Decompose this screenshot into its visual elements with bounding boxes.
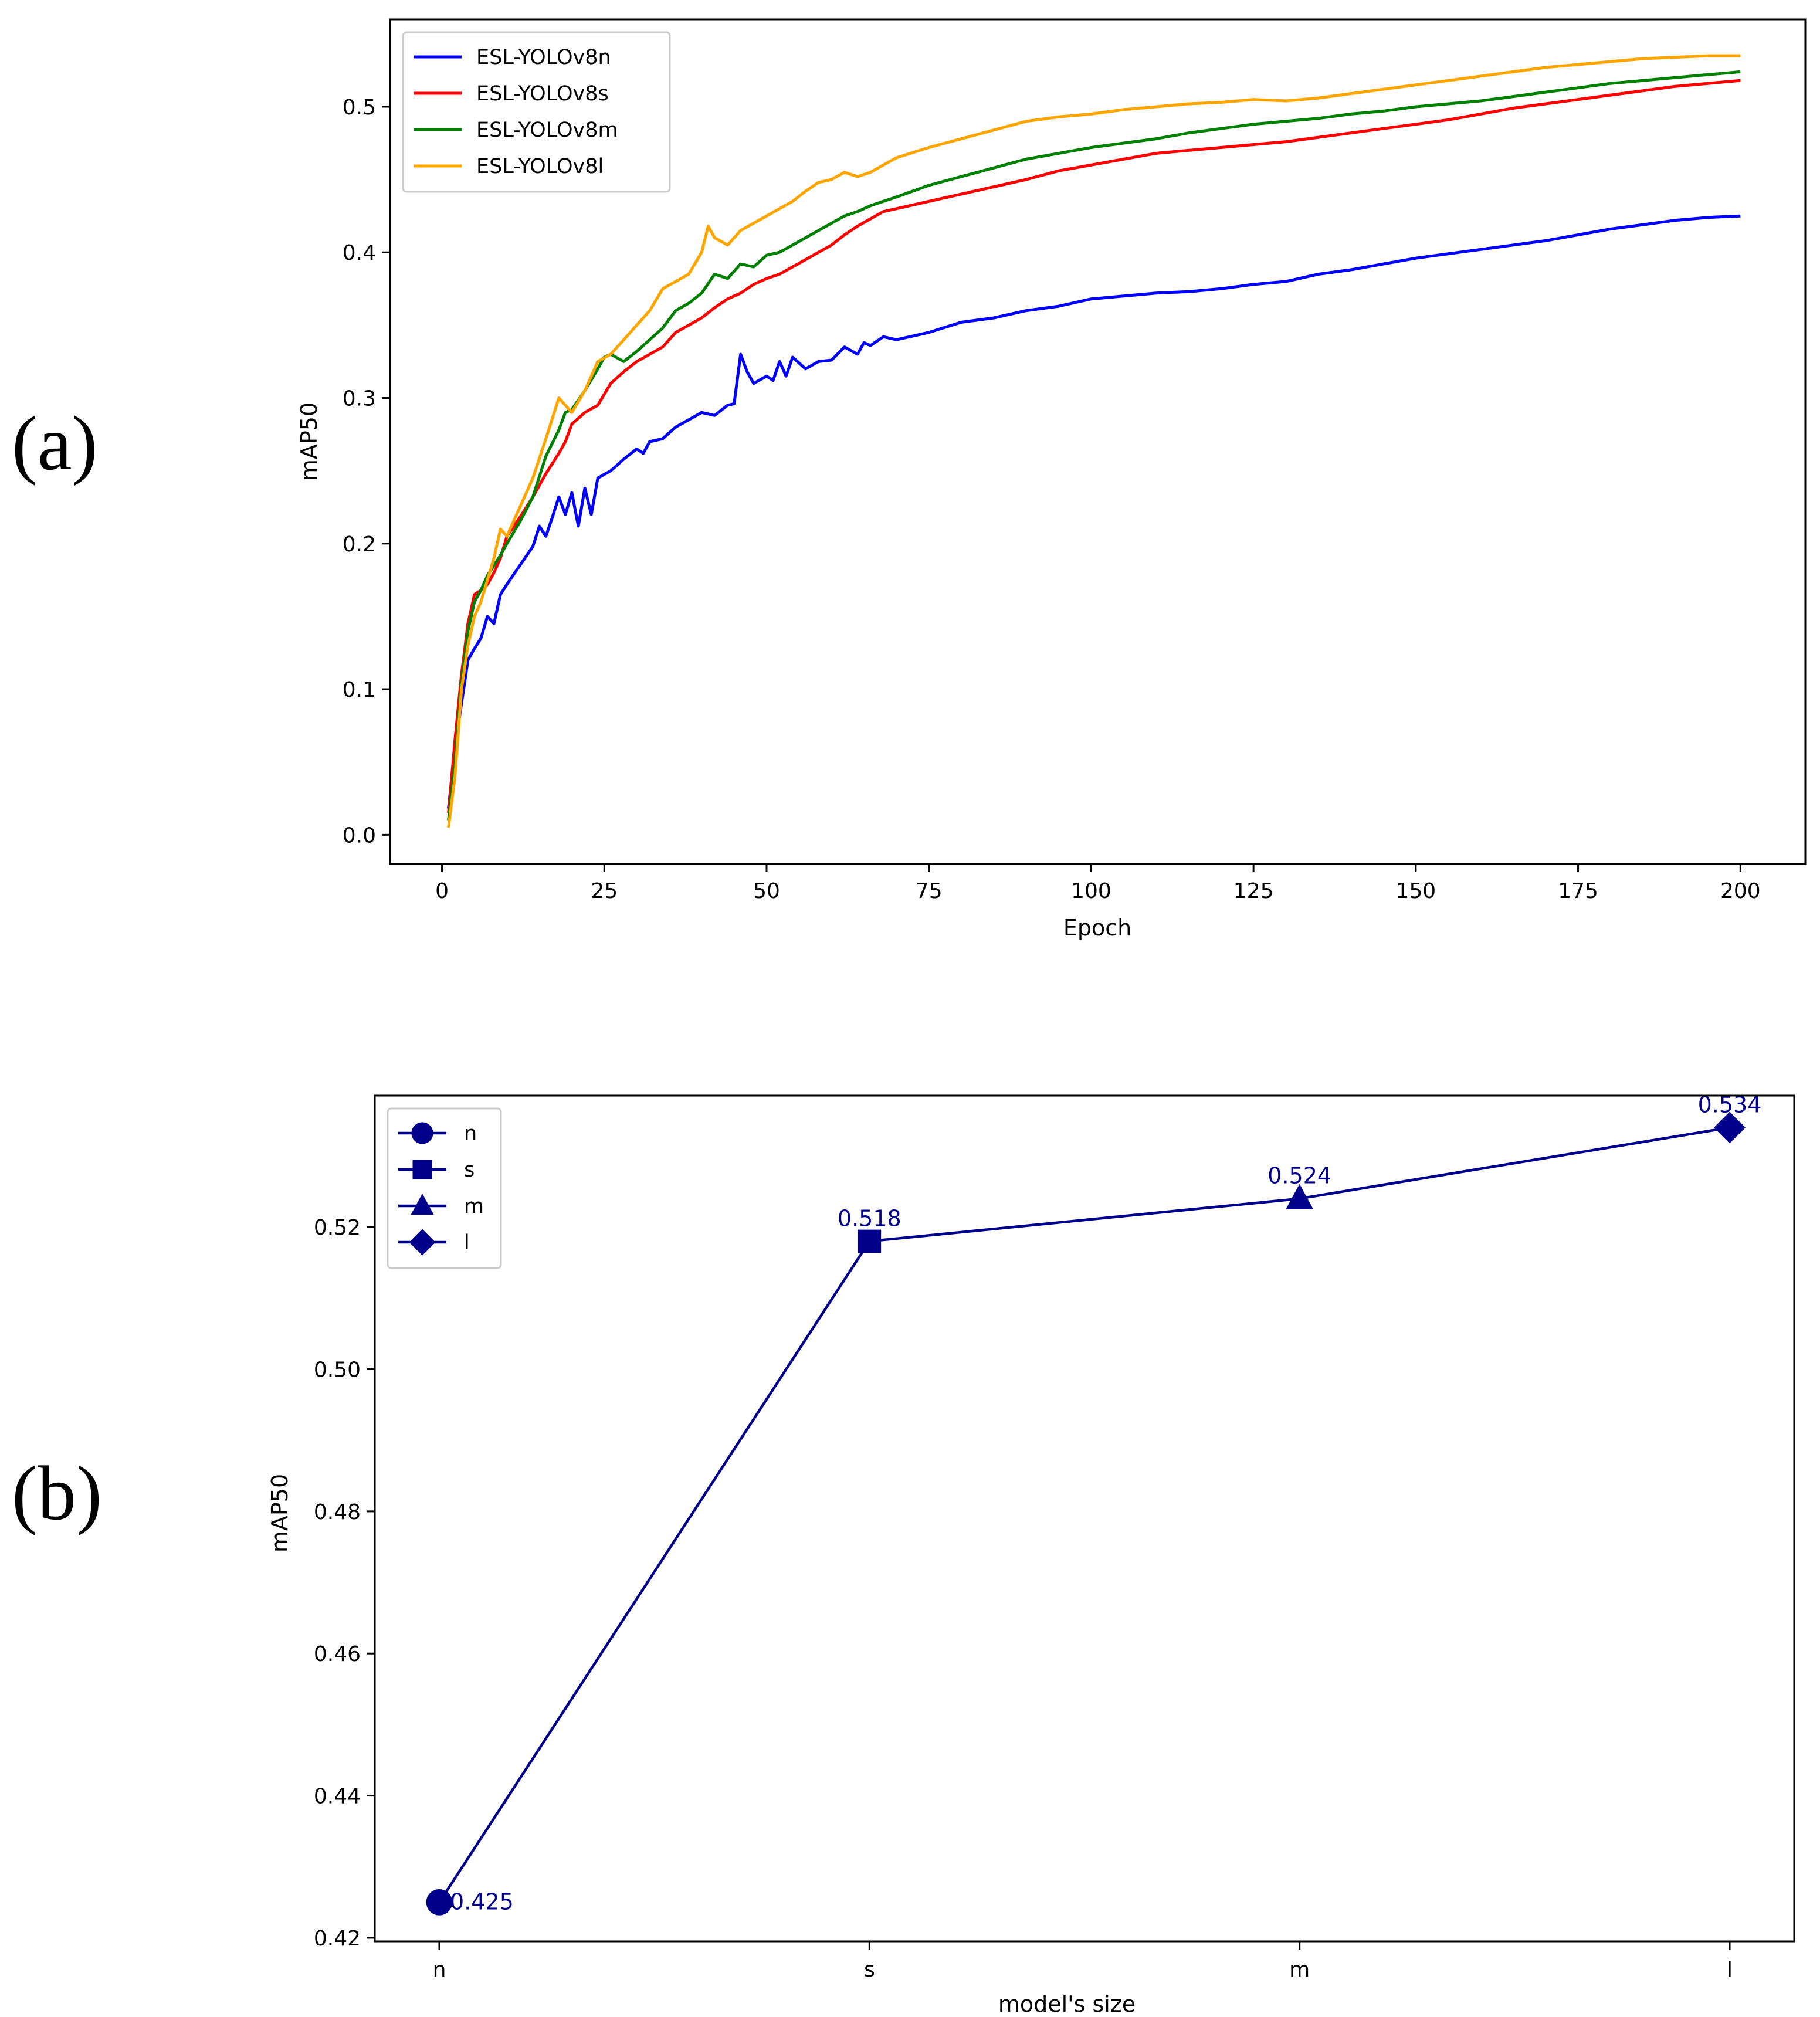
chart-a-plot-frame bbox=[389, 18, 1807, 865]
chart-b-y-tick-label: 0.46 bbox=[314, 1642, 361, 1666]
chart-a-x-tick-label: 0 bbox=[435, 879, 449, 903]
chart-b-series-line bbox=[438, 1126, 1730, 1903]
chart-b-legend-marker bbox=[412, 1160, 432, 1179]
chart-b-x-tick-label: l bbox=[1727, 1958, 1733, 1982]
chart-a-series-lines bbox=[447, 54, 1741, 828]
chart-b-y-tick-label: 0.52 bbox=[314, 1216, 361, 1240]
chart-a-legend-label: ESL-YOLOv8l bbox=[476, 155, 604, 178]
chart-b-plot-frame bbox=[374, 1094, 1795, 1943]
chart-b-legend-marker bbox=[411, 1194, 434, 1215]
chart-b-point-l bbox=[1714, 1111, 1746, 1144]
chart-a-x-tick-label: 175 bbox=[1558, 879, 1598, 903]
chart-b-x-tick-label: s bbox=[864, 1958, 875, 1982]
chart-a-legend-label: ESL-YOLOv8m bbox=[476, 118, 618, 142]
chart-a-ticks: 0 25 50 75 100 125 150 175 200 0.0 0.1 0.2 0.3 0.4 0.5 bbox=[343, 96, 1761, 903]
chart-b-legend-label: l bbox=[464, 1231, 470, 1255]
chart-a-x-tick-label: 200 bbox=[1720, 879, 1761, 903]
chart-b-x-axis-label: model's size bbox=[998, 1991, 1136, 2017]
chart-a-x-tick-label: 75 bbox=[916, 879, 943, 903]
chart-b-legend-label: s bbox=[464, 1158, 475, 1182]
chart-b-legend-label: n bbox=[464, 1122, 477, 1145]
chart-a-legend-label: ESL-YOLOv8n bbox=[476, 46, 611, 69]
panel-label-b: (b) bbox=[12, 1450, 102, 1536]
chart-b-x-tick-label: m bbox=[1289, 1958, 1310, 1982]
chart-a-x-tick-label: 50 bbox=[753, 879, 780, 903]
chart-b-data-label-s: 0.518 bbox=[838, 1205, 901, 1231]
chart-b-x-tick-label: n bbox=[433, 1958, 446, 1982]
chart-b-y-tick-label: 0.42 bbox=[314, 1927, 361, 1951]
chart-b-model-size-vs-map50: n s m l0.420.440.460.480.500.52 0.4250.5180… bbox=[267, 1092, 1795, 2017]
chart-b-data-label-n: 0.425 bbox=[450, 1889, 514, 1914]
chart-b-point-n bbox=[426, 1889, 453, 1916]
chart-a-legend: ESL-YOLOv8n ESL-YOLOv8s ESL-YOLOv8m ESL-YOL… bbox=[402, 31, 671, 193]
chart-a-x-axis-label: Epoch bbox=[1063, 915, 1131, 941]
chart-b-y-tick-label: 0.44 bbox=[314, 1785, 361, 1809]
panel-label-a: (a) bbox=[12, 400, 98, 486]
chart-a-series-line-esl-yolov8l bbox=[447, 54, 1741, 828]
chart-a-legend-label: ESL-YOLOv8s bbox=[476, 82, 609, 106]
chart-a-y-tick-label: 0.4 bbox=[343, 241, 376, 265]
chart-b-y-axis-label: mAP50 bbox=[267, 1474, 293, 1552]
chart-a-epoch-vs-map50: 0 25 50 75 100 125 150 175 200 0.0 0.1 0.2 0.3 0.4 0.5… bbox=[296, 18, 1807, 941]
chart-a-x-tick-label: 100 bbox=[1071, 879, 1111, 903]
chart-a-x-tick-label: 25 bbox=[591, 879, 618, 903]
chart-b-point-m bbox=[1286, 1184, 1314, 1209]
chart-b-legend-box bbox=[387, 1107, 502, 1269]
chart-a-y-tick-label: 0.1 bbox=[343, 678, 376, 702]
chart-b-legend-marker bbox=[409, 1229, 436, 1256]
chart-b-point-s bbox=[858, 1229, 882, 1253]
chart-a-series-line-esl-yolov8n bbox=[447, 214, 1741, 809]
chart-b-y-tick-label: 0.50 bbox=[314, 1358, 361, 1382]
chart-b-y-tick-label: 0.48 bbox=[314, 1500, 361, 1524]
chart-b-legend-marker bbox=[411, 1122, 433, 1144]
chart-a-y-tick-label: 0.3 bbox=[343, 387, 376, 411]
chart-a-x-tick-label: 150 bbox=[1396, 879, 1436, 903]
chart-a-y-axis-label: mAP50 bbox=[296, 402, 322, 481]
chart-a-y-tick-label: 0.5 bbox=[343, 96, 376, 120]
chart-b-data-label-m: 0.524 bbox=[1267, 1163, 1331, 1189]
chart-a-x-tick-label: 125 bbox=[1233, 879, 1274, 903]
chart-a-series-line-esl-yolov8m bbox=[447, 70, 1741, 821]
chart-b-legend-label: m bbox=[464, 1195, 484, 1218]
chart-a-y-tick-label: 0.0 bbox=[343, 823, 376, 848]
chart-a-legend-box bbox=[402, 31, 671, 193]
chart-a-y-tick-label: 0.2 bbox=[343, 533, 376, 557]
chart-b-ticks: n s m l 0.42 0.44 0.46 0.48 0.50 0.52 bbox=[314, 1216, 1733, 1982]
